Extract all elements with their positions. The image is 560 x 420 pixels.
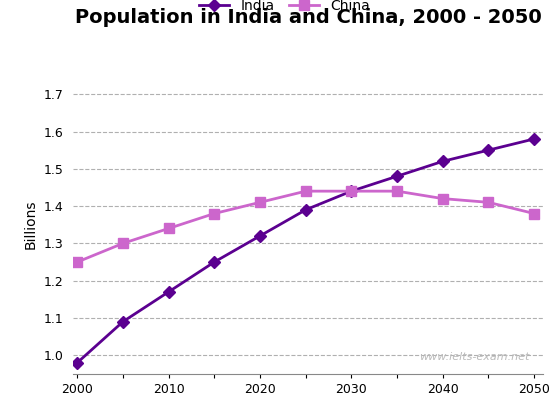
China xyxy=(394,189,400,194)
Legend: India, China: India, China xyxy=(199,0,370,13)
Line: China: China xyxy=(72,186,539,267)
China xyxy=(302,189,309,194)
China xyxy=(211,211,218,216)
India xyxy=(165,289,172,294)
India xyxy=(440,159,446,164)
China xyxy=(485,200,492,205)
India xyxy=(348,189,354,194)
India xyxy=(74,360,81,365)
India xyxy=(394,174,400,179)
China xyxy=(120,241,127,246)
China xyxy=(348,189,354,194)
Line: India: India xyxy=(73,135,538,367)
China xyxy=(165,226,172,231)
India xyxy=(120,319,127,324)
China xyxy=(531,211,538,216)
India xyxy=(211,260,218,265)
Title: Population in India and China, 2000 - 2050: Population in India and China, 2000 - 20… xyxy=(74,8,542,27)
China xyxy=(440,196,446,201)
India xyxy=(485,147,492,152)
Y-axis label: Billions: Billions xyxy=(24,200,38,249)
China xyxy=(74,260,81,265)
Text: www.ielts-exam.net: www.ielts-exam.net xyxy=(419,352,529,362)
India xyxy=(531,136,538,142)
India xyxy=(256,234,263,239)
India xyxy=(302,207,309,213)
China xyxy=(256,200,263,205)
